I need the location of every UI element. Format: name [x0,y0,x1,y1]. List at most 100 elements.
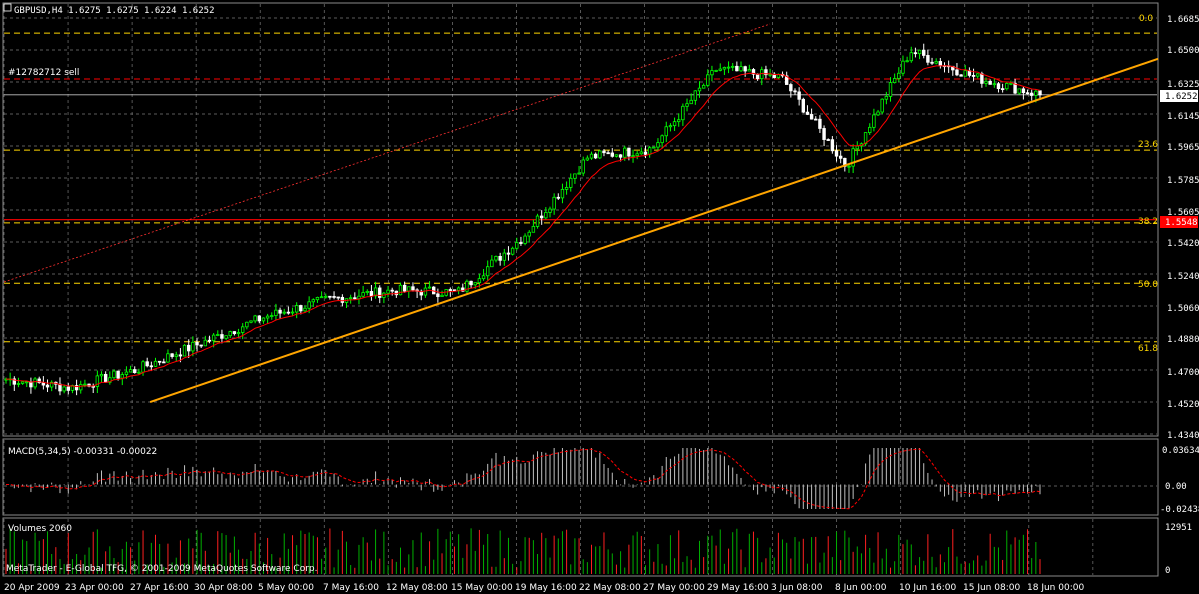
candle-body [402,284,407,292]
candle-body [348,297,353,300]
candle-body [863,132,868,145]
candle-body [685,103,689,107]
candle-body [809,114,814,120]
candle-body [174,354,178,357]
price-tick: 1.4520 [1167,400,1199,410]
candle-body [398,284,403,296]
candle-body [805,111,810,115]
candle-body [822,128,826,140]
candle-body [162,361,166,364]
candle-body [892,78,897,84]
copyright-footer: MetaTrader - E-Global TFG, © 2001-2009 M… [6,564,318,574]
candle-body [585,157,590,161]
candle-body [909,52,913,62]
candle-body [411,286,415,291]
candle-body [1009,82,1013,85]
macd-tick: 0.03634 [1162,446,1199,456]
candle-body [282,311,286,314]
candle-body [884,96,889,100]
candle-body [635,153,639,157]
candle-body [108,377,112,383]
candle-body [917,49,922,55]
candle-body [726,66,731,69]
candle-body [299,305,303,312]
candle-body [506,252,511,255]
time-tick: 5 May 00:00 [258,583,314,593]
time-tick: 12 May 08:00 [386,583,448,593]
time-tick: 7 May 16:00 [323,583,379,593]
candle-body [868,126,872,133]
price-tick: 1.6685 [1167,15,1199,25]
candle-body [535,215,540,227]
candle-body [452,289,457,292]
candle-body [515,242,519,249]
candle-body [153,360,158,367]
candle-body [456,287,461,291]
candle-body [332,296,336,298]
candle-body [228,331,232,337]
candle-body [83,383,87,386]
candle-body [830,139,835,152]
candle-body [564,186,569,190]
price-tick: 1.6145 [1167,112,1199,122]
candle-body [25,381,29,384]
candle-body [610,152,614,157]
candle-body [569,177,573,188]
candle-body [971,75,976,77]
candle-body [103,373,108,383]
candle-body [386,289,390,294]
candle-body [539,215,544,219]
candle-body [265,315,270,319]
candle-body [211,334,216,342]
time-tick: 30 Apr 08:00 [194,583,253,593]
candle-body [855,145,859,150]
candle-body [980,73,984,84]
macd-tick: 0.00 [1165,482,1187,492]
candle-body [290,311,295,314]
volume-header: Volumes 2060 [8,524,72,534]
candle-body [303,307,307,312]
candle-body [976,73,980,77]
candle-body [764,69,768,76]
macd-panel-frame [2,438,1159,516]
candle-body [286,311,291,314]
candle-body [157,360,162,363]
macd-signal-line [6,448,1041,510]
candle-body [373,287,378,297]
candle-body [552,196,556,210]
candle-body [913,52,918,55]
candle-body [481,275,486,280]
candle-body [838,155,843,159]
candle-body [714,70,718,72]
candle-body [614,154,619,157]
candle-body [988,80,992,85]
candle-body [199,344,203,347]
candle-body [1021,88,1026,94]
candle-body [220,334,224,339]
candle-body [739,66,743,72]
trendline[interactable] [149,57,1159,404]
volume-bars [5,528,1041,574]
macd-histogram [6,448,1041,510]
candle-body [797,91,801,100]
candle-body [465,280,469,292]
candle-body [589,153,594,159]
candle-body [324,295,328,298]
candle-body [643,151,648,155]
fib-label: 23.6 [1138,140,1158,150]
time-tick: 27 Apr 16:00 [130,583,189,593]
candle-body [133,369,137,374]
candle-body [847,165,851,168]
time-tick: 3 Jun 08:00 [771,583,823,593]
candle-body [224,335,228,339]
candle-body [33,378,37,388]
order-price-box [1160,216,1198,228]
candle-body [656,142,660,148]
candle-body [668,125,673,128]
candle-body [577,172,581,175]
candle-body [436,293,440,297]
candle-body [336,296,340,299]
candle-body [660,135,664,144]
